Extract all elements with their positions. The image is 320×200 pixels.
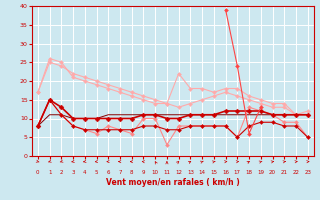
X-axis label: Vent moyen/en rafales ( km/h ): Vent moyen/en rafales ( km/h ) — [106, 178, 240, 187]
